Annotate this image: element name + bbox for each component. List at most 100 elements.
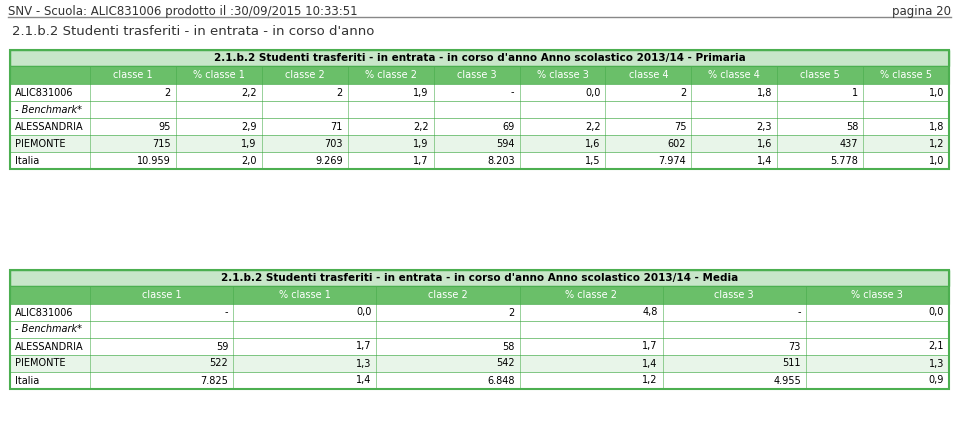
Text: 1,9: 1,9 [413, 139, 429, 148]
Text: 2.1.b.2 Studenti trasferiti - in entrata - in corso d'anno Anno scolastico 2013/: 2.1.b.2 Studenti trasferiti - in entrata… [221, 273, 738, 283]
Text: 1,7: 1,7 [356, 342, 371, 351]
Text: % classe 4: % classe 4 [709, 70, 760, 80]
Text: 71: 71 [330, 122, 342, 131]
Text: 7.825: 7.825 [200, 376, 228, 385]
Text: % classe 2: % classe 2 [364, 70, 416, 80]
Text: 1,6: 1,6 [757, 139, 772, 148]
Text: 8.203: 8.203 [487, 156, 514, 165]
Text: 2,2: 2,2 [241, 88, 257, 97]
Text: ALIC831006: ALIC831006 [15, 88, 74, 97]
Text: classe 2: classe 2 [428, 290, 468, 300]
Text: 5.778: 5.778 [830, 156, 858, 165]
Text: 2,2: 2,2 [585, 122, 600, 131]
Text: PIEMONTE: PIEMONTE [15, 139, 65, 148]
Bar [10, 338, 949, 355]
Text: 58: 58 [846, 122, 858, 131]
Text: ALESSANDRIA: ALESSANDRIA [15, 342, 83, 351]
Text: classe 4: classe 4 [628, 70, 668, 80]
Text: 1,7: 1,7 [643, 342, 658, 351]
Text: ALESSANDRIA: ALESSANDRIA [15, 122, 83, 131]
Bar [10, 50, 949, 169]
Text: 2,2: 2,2 [413, 122, 429, 131]
Text: 703: 703 [324, 139, 342, 148]
Text: 2: 2 [508, 308, 514, 317]
Bar [10, 66, 949, 84]
Text: 1,4: 1,4 [356, 376, 371, 385]
Text: 2: 2 [165, 88, 171, 97]
Text: 75: 75 [674, 122, 687, 131]
Text: -: - [224, 308, 228, 317]
Text: 1,3: 1,3 [928, 359, 944, 368]
Text: 1,2: 1,2 [643, 376, 658, 385]
Text: 1,5: 1,5 [585, 156, 600, 165]
Text: 9.269: 9.269 [316, 156, 342, 165]
Text: 1,0: 1,0 [928, 88, 944, 97]
Text: 1,2: 1,2 [928, 139, 944, 148]
Text: 1: 1 [852, 88, 858, 97]
Text: 0,0: 0,0 [356, 308, 371, 317]
Text: Italia: Italia [15, 156, 39, 165]
Bar [10, 152, 949, 169]
Text: 0,0: 0,0 [928, 308, 944, 317]
Text: 1,4: 1,4 [757, 156, 772, 165]
Text: 1,3: 1,3 [356, 359, 371, 368]
Text: 73: 73 [788, 342, 801, 351]
Text: classe 5: classe 5 [800, 70, 840, 80]
Text: 522: 522 [209, 359, 228, 368]
Text: 69: 69 [503, 122, 514, 131]
Text: 594: 594 [496, 139, 514, 148]
Text: -: - [511, 88, 514, 97]
Text: -: - [797, 308, 801, 317]
Text: 1,7: 1,7 [413, 156, 429, 165]
Bar [10, 50, 949, 66]
Text: Italia: Italia [15, 376, 39, 385]
Bar [10, 355, 949, 372]
Text: 511: 511 [783, 359, 801, 368]
Text: 437: 437 [839, 139, 858, 148]
Text: 2,9: 2,9 [242, 122, 257, 131]
Text: 2.1.b.2 Studenti trasferiti - in entrata - in corso d'anno: 2.1.b.2 Studenti trasferiti - in entrata… [12, 25, 374, 38]
Bar [10, 321, 949, 338]
Text: 7.974: 7.974 [659, 156, 687, 165]
Text: 4,8: 4,8 [643, 308, 658, 317]
Text: pagina 20: pagina 20 [892, 5, 951, 18]
Text: 10.959: 10.959 [137, 156, 171, 165]
Text: classe 3: classe 3 [714, 290, 754, 300]
Text: 1,8: 1,8 [757, 88, 772, 97]
Text: classe 3: classe 3 [456, 70, 497, 80]
Text: classe 1: classe 1 [142, 290, 181, 300]
Bar [10, 304, 949, 321]
Text: 4.955: 4.955 [773, 376, 801, 385]
Bar [10, 372, 949, 389]
Text: 2,0: 2,0 [242, 156, 257, 165]
Bar [10, 270, 949, 286]
Text: 2,1: 2,1 [928, 342, 944, 351]
Text: classe 1: classe 1 [113, 70, 152, 80]
Bar [10, 101, 949, 118]
Bar [10, 286, 949, 304]
Text: 59: 59 [216, 342, 228, 351]
Text: % classe 5: % classe 5 [880, 70, 932, 80]
Bar [10, 84, 949, 101]
Text: % classe 3: % classe 3 [852, 290, 903, 300]
Text: 2: 2 [337, 88, 342, 97]
Text: - Benchmark*: - Benchmark* [15, 325, 82, 334]
Text: 0,9: 0,9 [928, 376, 944, 385]
Text: 1,4: 1,4 [643, 359, 658, 368]
Text: 602: 602 [667, 139, 687, 148]
Bar [10, 118, 949, 135]
Text: 1,0: 1,0 [928, 156, 944, 165]
Text: PIEMONTE: PIEMONTE [15, 359, 65, 368]
Text: % classe 1: % classe 1 [193, 70, 245, 80]
Text: 6.848: 6.848 [487, 376, 514, 385]
Text: 2,3: 2,3 [757, 122, 772, 131]
Text: 1,9: 1,9 [242, 139, 257, 148]
Text: % classe 3: % classe 3 [536, 70, 589, 80]
Bar [10, 270, 949, 389]
Text: 2: 2 [680, 88, 687, 97]
Text: - Benchmark*: - Benchmark* [15, 105, 82, 114]
Text: 715: 715 [152, 139, 171, 148]
Text: SNV - Scuola: ALIC831006 prodotto il :30/09/2015 10:33:51: SNV - Scuola: ALIC831006 prodotto il :30… [8, 5, 358, 18]
Text: 58: 58 [503, 342, 514, 351]
Bar [10, 135, 949, 152]
